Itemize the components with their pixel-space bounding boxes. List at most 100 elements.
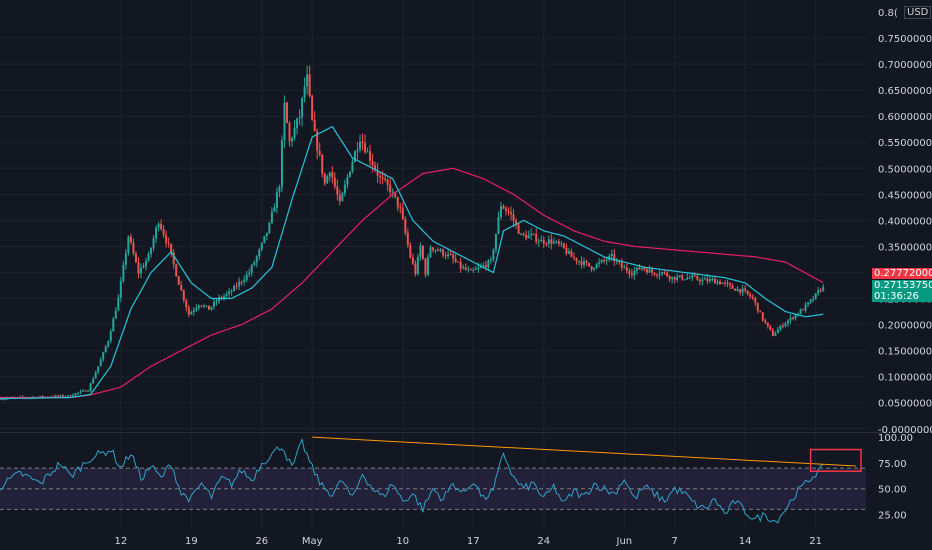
candle-body — [389, 184, 392, 192]
candle-body — [416, 256, 419, 274]
candle-body — [761, 312, 764, 321]
candle-body — [155, 227, 158, 239]
candle-body — [278, 187, 281, 192]
candle-body — [658, 274, 661, 276]
candle-body — [706, 278, 709, 282]
candle-body — [177, 276, 180, 285]
candle-body — [275, 191, 278, 208]
candle-body — [358, 141, 361, 150]
candle-body — [346, 177, 349, 185]
candle-body — [253, 262, 256, 266]
candle-body — [729, 283, 732, 286]
candle-body — [336, 186, 339, 195]
candle-body — [580, 261, 583, 265]
candle-body — [819, 290, 822, 292]
candle-body — [522, 233, 525, 235]
candle-body — [61, 395, 64, 397]
time-tick-label: 24 — [537, 536, 550, 547]
ma-long-line — [0, 167, 824, 399]
candle-body — [195, 307, 198, 311]
ema-short-line — [0, 125, 824, 400]
candle-body — [170, 243, 173, 253]
candle-body — [301, 97, 304, 118]
candle-body — [766, 322, 769, 326]
candle-body — [283, 102, 286, 141]
candle-body — [84, 390, 87, 392]
candle-body — [731, 285, 734, 289]
candle-body — [119, 280, 122, 298]
candle-body — [734, 288, 737, 291]
candle-body — [129, 236, 132, 243]
candle-body — [369, 151, 372, 161]
candle-body — [384, 178, 387, 180]
candle-body — [482, 265, 485, 267]
candle-body — [175, 264, 178, 277]
candle-body — [376, 169, 379, 176]
candle-body — [600, 259, 603, 263]
candle-body — [308, 74, 311, 96]
candle-body — [638, 267, 641, 270]
candle-body — [726, 282, 729, 284]
candle-body — [459, 261, 462, 269]
candle-body — [152, 238, 155, 249]
candle-body — [124, 253, 127, 265]
candle-body — [437, 249, 440, 251]
candle-body — [192, 310, 195, 312]
candle-body — [212, 301, 215, 307]
candle-body — [230, 291, 233, 293]
candle-body — [220, 297, 223, 299]
candle-body — [643, 267, 646, 270]
candle-body — [318, 150, 321, 155]
candle-body — [69, 395, 72, 397]
candle-body — [258, 249, 261, 257]
candle-body — [786, 320, 789, 324]
candle-body — [442, 249, 445, 256]
candle-body — [321, 154, 324, 174]
candle-body — [804, 304, 807, 311]
candle-body — [499, 206, 502, 218]
candle-body — [139, 267, 142, 274]
candle-body — [205, 305, 208, 307]
candle-body — [502, 206, 505, 209]
candle-body — [739, 289, 742, 293]
candle-body — [711, 278, 714, 280]
candle-body — [280, 140, 283, 188]
candle-body — [724, 282, 727, 284]
candle-body — [421, 245, 424, 260]
candle-body — [771, 329, 774, 336]
rsi-tick-label: 75.00 — [878, 459, 907, 470]
candle-body — [306, 74, 309, 87]
candle-body — [575, 257, 578, 262]
candle-body — [799, 309, 802, 314]
candle-body — [99, 359, 102, 367]
candle-body — [429, 247, 432, 258]
currency-label[interactable]: USD — [904, 6, 932, 19]
candle-body — [311, 95, 314, 120]
candle-body — [716, 281, 719, 284]
candle-body — [464, 267, 467, 270]
candle-body — [444, 255, 447, 257]
candle-body — [331, 172, 334, 178]
candle-body — [610, 254, 613, 257]
candle-body — [338, 194, 341, 202]
candle-body — [507, 210, 510, 213]
candle-body — [494, 233, 497, 250]
candle-body — [379, 175, 382, 178]
candle-body — [479, 266, 482, 268]
highlight-box — [809, 448, 862, 472]
candle-body — [374, 165, 377, 170]
candle-body — [291, 138, 294, 142]
candle-body — [703, 278, 706, 280]
candle-body — [520, 233, 523, 235]
price-top-label: 0.8( — [878, 8, 898, 19]
time-tick-label: 21 — [809, 536, 822, 547]
candle-body — [656, 274, 659, 276]
candle-body — [527, 235, 530, 239]
candle-body — [333, 177, 336, 187]
candle-body — [532, 233, 535, 235]
candle-body — [754, 298, 757, 303]
candle-body — [285, 102, 288, 123]
